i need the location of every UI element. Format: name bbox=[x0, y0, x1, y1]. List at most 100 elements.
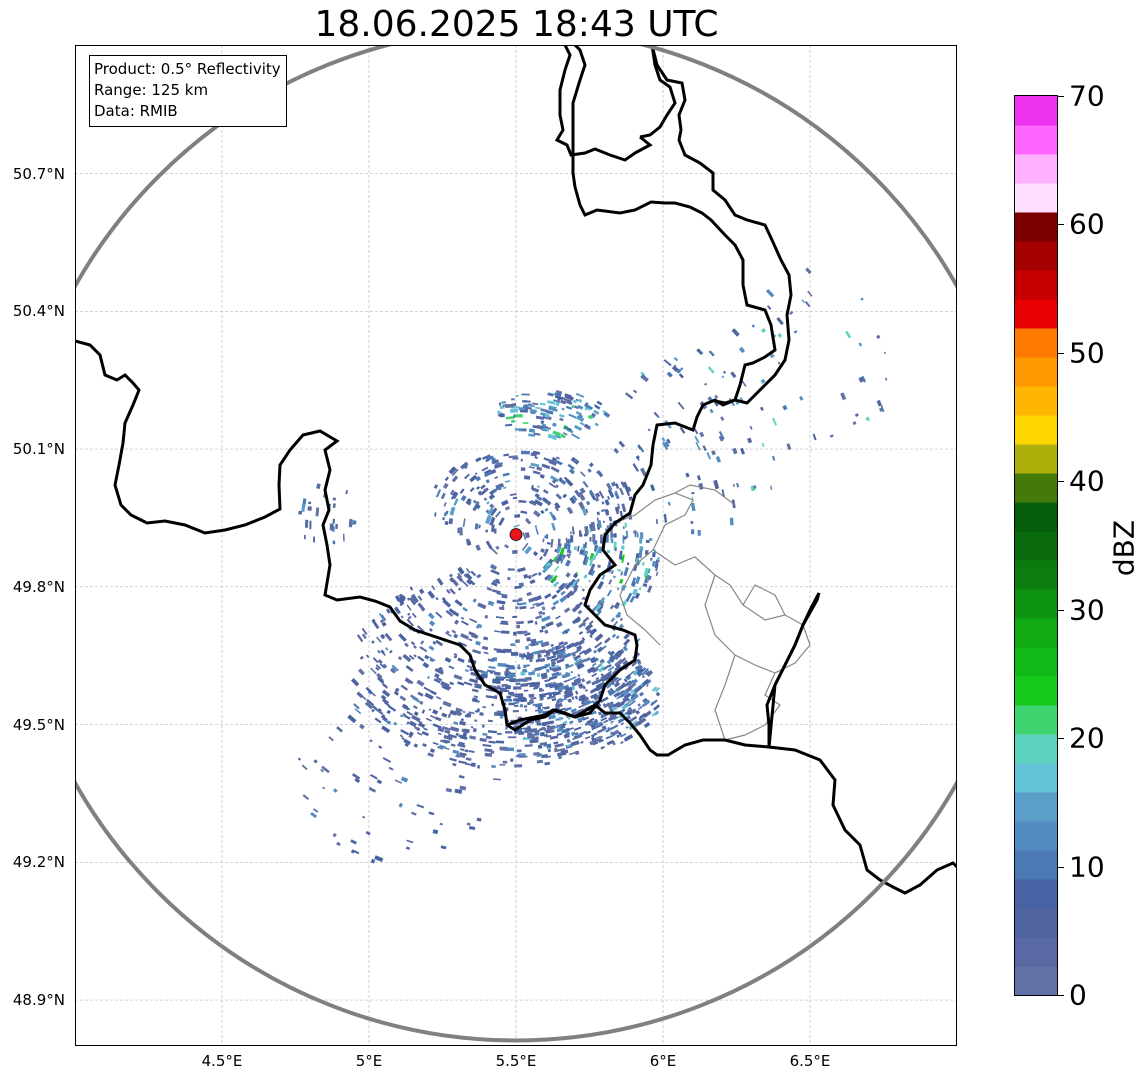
echo-pixel bbox=[483, 636, 489, 641]
echo-pixel bbox=[365, 831, 371, 836]
echo-pixel bbox=[637, 458, 640, 461]
echo-pixel bbox=[541, 463, 551, 470]
echo-pixel bbox=[504, 698, 513, 702]
echo-pixel bbox=[455, 732, 459, 736]
echo-pixel bbox=[537, 653, 542, 658]
echo-pixel bbox=[777, 361, 781, 365]
echo-pixel bbox=[582, 685, 586, 690]
echo-pixel bbox=[731, 328, 740, 337]
echo-pixel bbox=[544, 682, 554, 688]
echo-pixel bbox=[483, 497, 488, 502]
echo-pixel bbox=[466, 579, 472, 585]
echo-pixel bbox=[573, 586, 578, 592]
echo-pixel bbox=[442, 599, 452, 608]
echo-pixel bbox=[648, 537, 653, 541]
info-box: Product: 0.5° Reflectivity Range: 125 km… bbox=[89, 55, 287, 127]
echo-pixel bbox=[563, 426, 572, 431]
echo-pixel bbox=[623, 678, 628, 683]
longitude-tick-label: 5.5°E bbox=[495, 1052, 537, 1070]
echo-pixel bbox=[538, 727, 545, 731]
latitude-tick-label: 50.4°N bbox=[12, 302, 65, 321]
echo-pixel bbox=[514, 414, 523, 418]
echo-pixel bbox=[544, 692, 552, 696]
echo-pixel bbox=[417, 655, 425, 662]
echo-pixel bbox=[448, 573, 453, 578]
echo-pixel bbox=[573, 648, 582, 655]
echo-pixel bbox=[453, 654, 458, 659]
echo-pixel bbox=[534, 640, 544, 645]
echo-pixel bbox=[573, 405, 579, 410]
echo-pixel bbox=[607, 664, 612, 668]
echo-pixel bbox=[655, 691, 661, 697]
echo-pixel bbox=[533, 752, 540, 756]
echo-pixel bbox=[485, 479, 490, 484]
echo-pixel bbox=[600, 673, 605, 677]
echo-pixel bbox=[591, 727, 596, 731]
echo-pixel bbox=[519, 500, 527, 503]
echo-pixel bbox=[609, 604, 615, 610]
echo-pixel bbox=[459, 735, 468, 740]
echo-pixel bbox=[575, 392, 585, 398]
echo-pixel bbox=[492, 579, 501, 584]
echo-pixel bbox=[550, 643, 554, 647]
echo-pixel bbox=[709, 408, 714, 414]
echo-pixel bbox=[593, 409, 600, 415]
echo-pixel bbox=[375, 666, 380, 671]
echo-pixel bbox=[588, 462, 594, 468]
echo-pixel bbox=[472, 728, 477, 733]
echo-pixel bbox=[464, 572, 473, 581]
echo-pixel bbox=[491, 460, 495, 465]
echo-pixel bbox=[643, 722, 651, 729]
echo-pixel bbox=[470, 726, 474, 729]
echo-pixel bbox=[430, 690, 437, 696]
echo-pixel bbox=[464, 714, 469, 718]
echo-pixel bbox=[479, 712, 484, 716]
echo-pixel bbox=[577, 683, 584, 688]
echo-pixel bbox=[400, 776, 409, 783]
echo-pixel bbox=[562, 582, 568, 588]
echo-pixel bbox=[554, 459, 564, 465]
colorbar-swatch bbox=[1015, 560, 1057, 590]
echo-pixel bbox=[492, 678, 496, 683]
echo-pixel bbox=[310, 812, 318, 819]
echo-pixel bbox=[487, 730, 497, 734]
echo-pixel bbox=[585, 508, 589, 514]
echo-pixel bbox=[623, 647, 628, 652]
info-product: Product: 0.5° Reflectivity bbox=[94, 60, 281, 78]
echo-pixel bbox=[409, 597, 417, 606]
colorbar-swatch bbox=[1015, 966, 1057, 995]
echo-pixel bbox=[605, 728, 611, 733]
echo-pixel bbox=[509, 493, 517, 496]
echo-pixel bbox=[575, 604, 580, 609]
echo-pixel bbox=[561, 407, 565, 411]
echo-pixel bbox=[477, 602, 487, 610]
echo-pixel bbox=[432, 709, 439, 715]
admin-border-line bbox=[742, 584, 786, 616]
echo-pixel bbox=[387, 705, 397, 712]
colorbar-swatch bbox=[1015, 589, 1057, 619]
echo-pixel bbox=[732, 447, 738, 455]
echo-pixel bbox=[646, 684, 649, 688]
echo-pixel bbox=[527, 404, 535, 407]
echo-pixel bbox=[515, 682, 521, 686]
echo-pixel bbox=[573, 546, 578, 551]
echo-pixel bbox=[459, 527, 463, 536]
echo-pixel bbox=[624, 522, 628, 528]
echo-pixel bbox=[858, 376, 864, 383]
echo-pixel bbox=[565, 590, 574, 599]
echo-pixel bbox=[515, 606, 519, 610]
echo-pixel bbox=[540, 408, 548, 413]
echo-pixel bbox=[359, 723, 365, 730]
echo-pixel bbox=[639, 691, 645, 697]
echo-pixel bbox=[511, 419, 515, 423]
echo-pixel bbox=[534, 621, 538, 625]
echo-pixel bbox=[639, 705, 643, 709]
admin-border-line bbox=[619, 549, 661, 646]
echo-pixel bbox=[624, 733, 634, 742]
echo-pixel bbox=[537, 665, 547, 670]
echo-pixel bbox=[536, 673, 541, 678]
map-title: 18.06.2025 18:43 UTC bbox=[314, 4, 719, 45]
echo-pixel bbox=[591, 681, 596, 686]
echo-pixel bbox=[429, 658, 434, 663]
echo-pixel bbox=[626, 562, 630, 566]
